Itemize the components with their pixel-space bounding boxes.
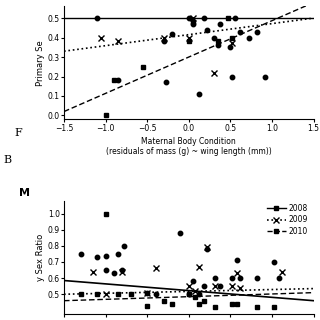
Text: M: M (19, 188, 30, 198)
X-axis label: Maternal Body Condition
(residuals of mass (g) ~ wing length (mm)): Maternal Body Condition (residuals of ma… (106, 137, 272, 156)
Text: F: F (14, 128, 22, 138)
Y-axis label: y Sex Ratio: y Sex Ratio (36, 234, 45, 281)
Legend: 2008, 2009, 2010: 2008, 2009, 2010 (265, 202, 310, 238)
Text: B: B (3, 155, 11, 165)
Y-axis label: Primary Se: Primary Se (36, 40, 45, 86)
